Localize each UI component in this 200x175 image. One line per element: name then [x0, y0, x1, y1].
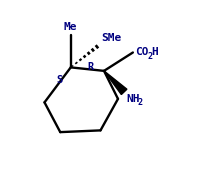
Text: R: R [87, 62, 94, 72]
Polygon shape [103, 71, 126, 94]
Text: H: H [150, 47, 157, 57]
Text: NH: NH [125, 94, 139, 104]
Text: 2: 2 [137, 98, 142, 107]
Text: S: S [56, 75, 62, 85]
Text: 2: 2 [147, 51, 152, 61]
Text: Me: Me [64, 22, 77, 32]
Text: SMe: SMe [101, 33, 121, 43]
Text: CO: CO [134, 47, 147, 57]
